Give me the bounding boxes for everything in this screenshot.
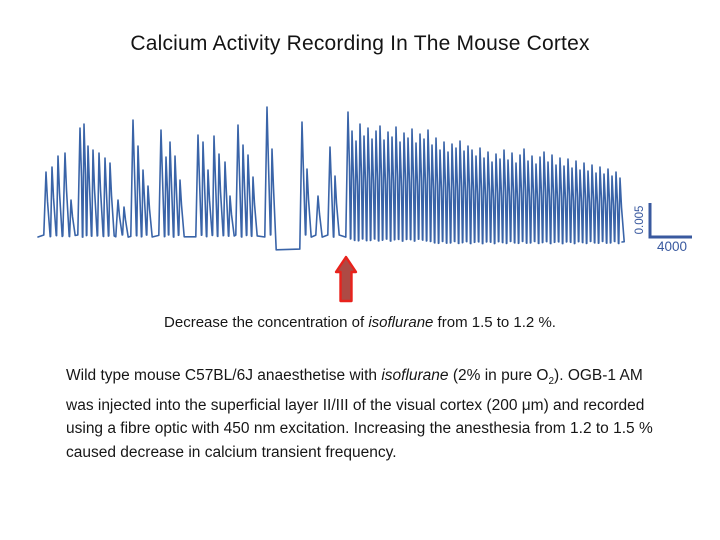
page-title: Calcium Activity Recording In The Mouse … bbox=[130, 32, 590, 55]
scale-bar-horizontal-label: 4000 bbox=[657, 239, 687, 254]
caption-italic-isoflurane: isoflurane bbox=[368, 314, 434, 331]
calcium-trace-figure: 0.005 4000 bbox=[37, 106, 692, 303]
desc-text-1: Wild type mouse C57BL/6J anaesthetise wi… bbox=[66, 367, 382, 384]
up-arrow-icon bbox=[334, 255, 358, 303]
desc-o2-subscript: 2 bbox=[548, 376, 555, 388]
figure-caption: Decrease the concentration of isoflurane… bbox=[0, 314, 720, 331]
calcium-trace-line bbox=[37, 106, 625, 251]
desc-italic-isoflurane: isoflurane bbox=[381, 367, 449, 384]
caption-text-2: from 1.5 to 1.2 %. bbox=[433, 314, 556, 331]
scale-bar bbox=[648, 203, 692, 239]
caption-text-1: Decrease the concentration of bbox=[164, 314, 369, 331]
description-paragraph: Wild type mouse C57BL/6J anaesthetise wi… bbox=[66, 364, 666, 464]
scale-bar-vertical-label: 0.005 bbox=[634, 206, 646, 235]
desc-text-3: ). OGB-1 AM was injected into the superf… bbox=[66, 367, 653, 461]
desc-text-2: (2% in pure O bbox=[448, 367, 549, 384]
